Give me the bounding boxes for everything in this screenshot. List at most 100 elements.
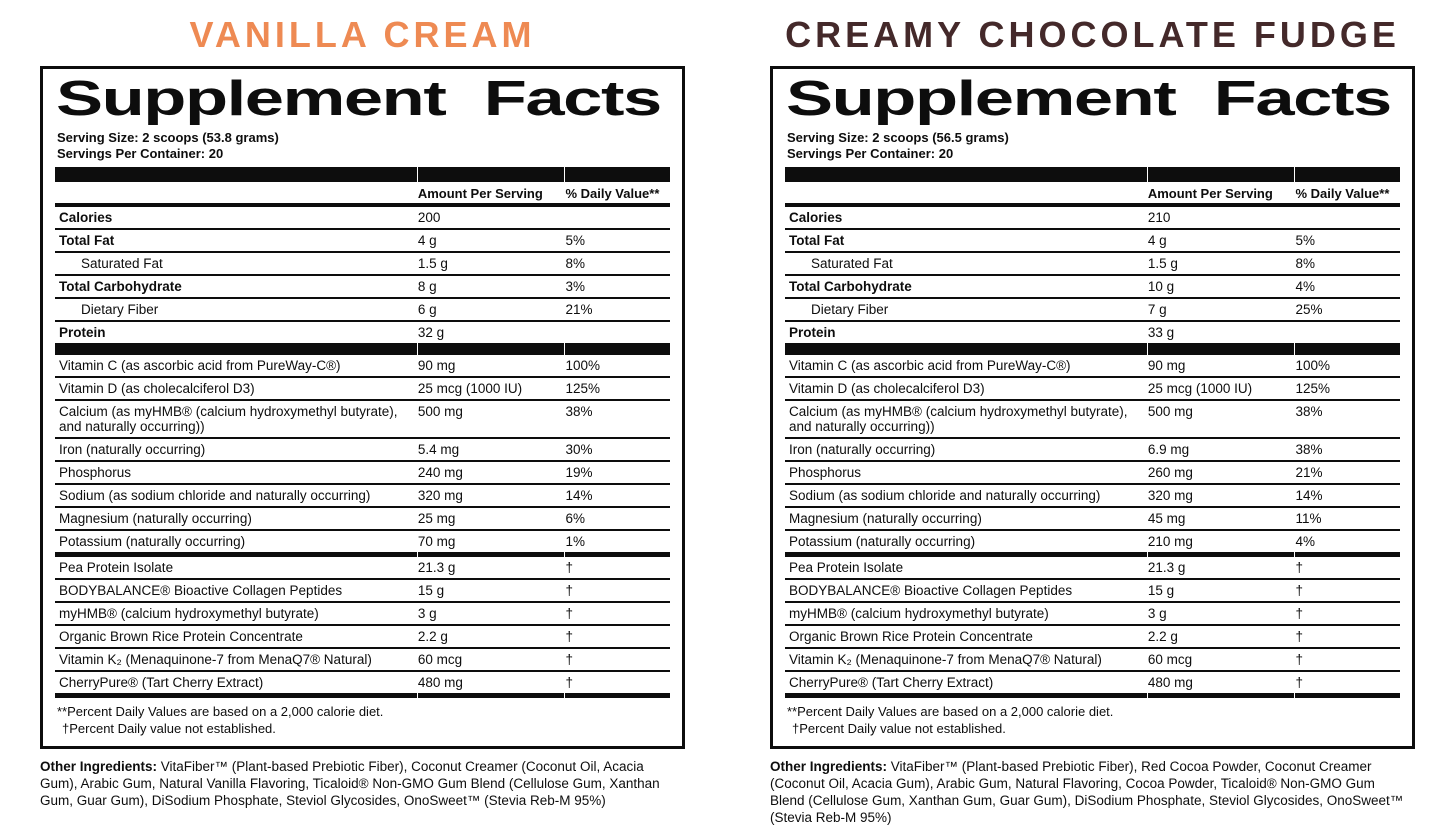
nutrient-name: Saturated Fat (811, 256, 893, 271)
supplement-facts-panel-vanilla: Supplement Facts Serving Size: 2 scoops … (40, 66, 685, 749)
footnote-not-established: †Percent Daily value not established. (792, 720, 1006, 736)
table-row: myHMB® (calcium hydroxymethyl butyrate) … (55, 600, 670, 624)
nutrient-daily-value: † (1295, 605, 1303, 621)
nutrient-amount: 2.2 g (1147, 628, 1178, 644)
nutrient-amount: 60 mcg (1147, 651, 1193, 667)
table-row: CherryPure® (Tart Cherry Extract) 480 mg… (55, 669, 670, 693)
nutrient-daily-value: 14% (1295, 488, 1323, 504)
table-row: Total Carbohydrate 8 g 3% (55, 273, 670, 297)
nutrient-daily-value (1295, 210, 1400, 226)
divider-rule (785, 203, 1400, 208)
nutrient-amount: 7 g (1147, 301, 1167, 317)
nutrient-name: Vitamin C (as ascorbic acid from PureWay… (59, 357, 341, 373)
nutrient-name: CherryPure® (Tart Cherry Extract) (789, 674, 994, 690)
table-row: Saturated Fat 1.5 g 8% (55, 251, 670, 274)
nutrient-amount: 8 g (417, 278, 437, 294)
other-ingredients-text: VitaFiber™ (Plant-based Prebiotic Fiber)… (40, 758, 660, 808)
divider-bar (785, 692, 1400, 698)
nutrient-name: Sodium (as sodium chloride and naturally… (59, 488, 371, 504)
nutrient-name: CherryPure® (Tart Cherry Extract) (59, 674, 264, 690)
nutrient-amount: 3 g (417, 605, 437, 621)
table-row: Total Fat 4 g 5% (55, 228, 670, 251)
nutrient-amount: 25 mg (417, 511, 456, 527)
column-header-daily-value: % Daily Value** (565, 186, 660, 202)
serving-info: Serving Size: 2 scoops (53.8 grams) Serv… (57, 130, 670, 161)
nutrient-name: Dietary Fiber (81, 301, 159, 317)
table-row: Vitamin K₂ (Menaquinone-7 from MenaQ7® N… (55, 646, 670, 670)
nutrient-amount: 90 mg (1147, 357, 1186, 373)
panel-column-chocolate: CREAMY CHOCOLATE FUDGE Supplement Facts … (770, 12, 1415, 839)
nutrient-amount: 25 mcg (1000 IU) (417, 380, 523, 396)
nutrient-daily-value: 8% (565, 256, 585, 271)
table-header: . Amount Per Serving % Daily Value** (55, 182, 670, 203)
nutrient-name: Saturated Fat (81, 256, 163, 271)
table-row: BODYBALANCE® Bioactive Collagen Peptides… (785, 577, 1400, 601)
other-ingredients-chocolate: Other Ingredients: VitaFiber™ (Plant-bas… (770, 758, 1415, 826)
table-row: Phosphorus 240 mg 19% (55, 460, 670, 483)
nutrient-daily-value: 1% (565, 534, 585, 550)
nutrient-amount: 500 mg (1147, 403, 1193, 419)
nutrient-daily-value: 100% (1295, 357, 1330, 373)
servings-per-container: Servings Per Container: 20 (57, 145, 224, 161)
nutrient-name: Total Carbohydrate (789, 278, 912, 294)
nutrient-amount: 2.2 g (417, 628, 448, 644)
table-row: Vitamin C (as ascorbic acid from PureWay… (55, 355, 670, 376)
nutrient-daily-value: † (565, 582, 573, 598)
nutrient-amount: 500 mg (417, 403, 463, 419)
serving-size: Serving Size: 2 scoops (53.8 grams) (57, 129, 279, 145)
other-ingredients-label: Other Ingredients: (770, 758, 888, 774)
micronutrient-rows: Vitamin C (as ascorbic acid from PureWay… (785, 355, 1400, 552)
nutrient-daily-value: † (565, 674, 573, 690)
nutrient-amount: 5.4 mg (417, 442, 460, 458)
panel-column-vanilla: VANILLA CREAM Supplement Facts Serving S… (40, 12, 685, 839)
table-row: Calories 210 (785, 207, 1400, 228)
nutrient-daily-value: † (565, 628, 573, 644)
nutrient-daily-value: 25% (1295, 301, 1323, 317)
table-row: Dietary Fiber 7 g 25% (785, 296, 1400, 320)
nutrient-name: Magnesium (naturally occurring) (789, 511, 982, 527)
nutrient-daily-value: 5% (565, 233, 585, 249)
table-row: Vitamin D (as cholecalciferol D3) 25 mcg… (785, 375, 1400, 399)
nutrient-amount: 6.9 mg (1147, 442, 1190, 458)
nutrient-name: Vitamin K₂ (Menaquinone-7 from MenaQ7® N… (59, 651, 372, 667)
nutrient-amount: 240 mg (417, 465, 463, 481)
serving-size: Serving Size: 2 scoops (56.5 grams) (787, 129, 1009, 145)
nutrient-name: BODYBALANCE® Bioactive Collagen Peptides (789, 582, 1073, 598)
nutrient-daily-value (565, 325, 670, 341)
table-row: Sodium (as sodium chloride and naturally… (785, 483, 1400, 506)
nutrient-name: Calories (59, 210, 113, 226)
nutrient-name: Total Carbohydrate (59, 278, 182, 294)
divider-bar (785, 167, 1400, 183)
nutrient-amount: 480 mg (1147, 674, 1193, 690)
nutrient-daily-value: † (1295, 674, 1303, 690)
nutrient-daily-value: 21% (565, 301, 593, 317)
table-row: Saturated Fat 1.5 g 8% (785, 251, 1400, 274)
table-row: Total Fat 4 g 5% (785, 228, 1400, 251)
footnote-daily-values: **Percent Daily Values are based on a 2,… (57, 703, 384, 719)
macro-rows: Calories 210 Total Fat 4 g 5% Saturated … (785, 207, 1400, 343)
nutrient-amount: 10 g (1147, 278, 1175, 294)
nutrient-amount: 210 mg (1147, 534, 1193, 550)
macro-rows: Calories 200 Total Fat 4 g 5% Saturated … (55, 207, 670, 343)
nutrient-amount: 4 g (1147, 233, 1167, 249)
nutrient-name: Pea Protein Isolate (789, 559, 904, 575)
table-row: Protein 32 g (55, 319, 670, 343)
nutrient-name: Total Fat (789, 233, 845, 249)
nutrient-amount: 90 mg (417, 357, 456, 373)
nutrient-daily-value: 8% (1295, 256, 1315, 271)
nutrient-daily-value: † (565, 605, 573, 621)
nutrient-amount: 70 mg (417, 534, 456, 550)
table-row: Vitamin C (as ascorbic acid from PureWay… (785, 355, 1400, 376)
table-row: Potassium (naturally occurring) 210 mg 4… (785, 529, 1400, 552)
other-ingredients-label: Other Ingredients: (40, 758, 158, 774)
nutrient-daily-value: † (1295, 582, 1303, 598)
other-ingredients-text: VitaFiber™ (Plant-based Prebiotic Fiber)… (770, 758, 1404, 825)
nutrient-name: Sodium (as sodium chloride and naturally… (789, 488, 1101, 504)
nutrient-name: Vitamin D (as cholecalciferol D3) (789, 380, 985, 396)
nutrient-name: Phosphorus (59, 465, 132, 481)
nutrient-daily-value: 100% (565, 357, 600, 373)
nutrient-daily-value: 4% (1295, 278, 1315, 294)
table-row: Pea Protein Isolate 21.3 g † (55, 557, 670, 578)
table-row: Iron (naturally occurring) 6.9 mg 38% (785, 437, 1400, 460)
nutrient-daily-value: 38% (1295, 442, 1323, 458)
